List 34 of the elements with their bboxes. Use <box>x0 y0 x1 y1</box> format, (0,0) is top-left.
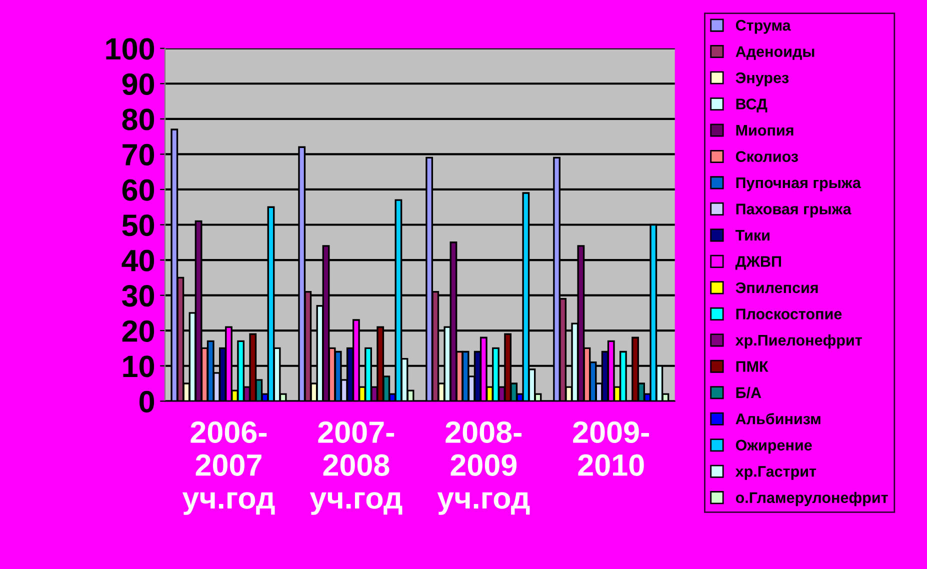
legend-label: Аденоиды <box>736 46 814 60</box>
y-tick-label: 70 <box>122 144 154 166</box>
legend-label: хр.Пиелонефрит <box>735 334 862 349</box>
legend-label: Ожирение <box>736 440 812 454</box>
legend-label: Паховая грыжа <box>736 204 852 218</box>
legend-label: Энурез <box>736 72 789 86</box>
y-tick-label: 90 <box>122 73 154 96</box>
legend-label: Струма <box>736 20 791 34</box>
y-tick-label: 80 <box>122 108 154 130</box>
legend-label: Плоскостопие <box>736 308 842 320</box>
legend-label: Миопия <box>736 125 794 136</box>
legend-label: Эпилепсия <box>736 282 818 294</box>
legend-label: ВСД <box>736 98 768 112</box>
y-tick-label: 30 <box>122 285 154 307</box>
x-tick-label: 2009- 2010 <box>573 421 649 476</box>
y-tick-label: 0 <box>140 390 154 413</box>
y-tick-label: 60 <box>122 179 154 201</box>
x-tick-label: 2006- 2007 уч.год <box>182 421 275 515</box>
legend-label: Пупочная грыжа <box>736 178 862 192</box>
legend-label: Б/А <box>736 386 762 398</box>
y-tick-label: 100 <box>106 38 154 60</box>
legend-label: Сколиоз <box>736 151 798 162</box>
legend-label: хр.Гастрит <box>735 466 816 480</box>
x-tick-label: 2007- 2008 уч.год <box>310 421 402 515</box>
legend-label: ДЖВП <box>735 256 781 270</box>
legend-label: ПМК <box>736 361 768 372</box>
y-tick-label: 50 <box>122 214 154 236</box>
y-tick-label: 20 <box>122 320 154 342</box>
legend-label: Альбинизм <box>736 412 820 424</box>
legend-label: о.Гламерулонефрит <box>736 492 888 506</box>
y-tick-label: 10 <box>123 356 154 378</box>
legend-label: Тики <box>735 230 770 241</box>
y-tick-label: 40 <box>122 250 154 272</box>
x-tick-label: 2008- 2009 уч.год <box>437 421 530 515</box>
